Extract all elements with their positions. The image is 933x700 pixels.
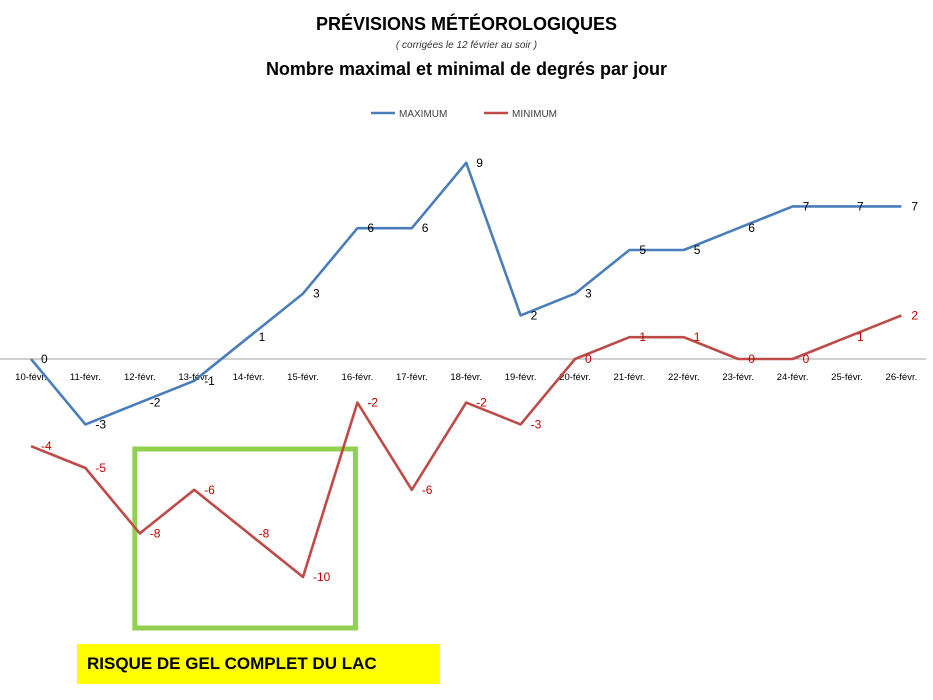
data-label: 5	[639, 243, 646, 257]
data-label: -3	[531, 417, 542, 431]
x-tick-label: 18-févr.	[450, 372, 482, 383]
data-label: -1	[204, 374, 215, 388]
x-tick-label: 24-févr.	[777, 372, 809, 383]
data-label: 6	[367, 221, 374, 235]
data-label: 7	[857, 199, 864, 213]
data-label: 2	[911, 308, 918, 322]
x-tick-label: 16-févr.	[342, 372, 374, 383]
chart-title: PRÉVISIONS MÉTÉOROLOGIQUES	[315, 14, 618, 34]
data-label: -2	[150, 396, 161, 410]
x-tick-label: 11-févr.	[70, 372, 101, 383]
data-label: 0	[748, 352, 755, 366]
legend-label: MAXIMUM	[399, 109, 447, 120]
data-label: 6	[422, 221, 429, 235]
data-label: 7	[911, 199, 918, 213]
x-tick-label: 25-févr.	[831, 372, 863, 383]
data-label: 0	[41, 352, 48, 366]
x-tick-label: 14-févr.	[233, 372, 265, 383]
x-tick-label: 19-févr.	[505, 372, 537, 383]
data-label: -6	[204, 483, 215, 497]
data-label: -4	[41, 439, 52, 453]
data-label: -2	[476, 396, 487, 410]
data-label: 1	[694, 330, 701, 344]
data-label: 0	[803, 352, 810, 366]
x-tick-label: 13-févr.	[178, 372, 210, 383]
data-label: -2	[367, 396, 378, 410]
data-label: 1	[857, 330, 864, 344]
legend-label: MINIMUM	[512, 109, 557, 120]
x-tick-label: 12-févr.	[124, 372, 156, 383]
x-tick-label: 10-févr.	[15, 372, 47, 383]
data-label: -3	[95, 417, 106, 431]
data-label: 1	[639, 330, 646, 344]
highlight-box	[132, 446, 358, 631]
x-tick-label: 20-févr.	[559, 372, 591, 383]
chart-subtitle: Nombre maximal et minimal de degrés par …	[265, 59, 668, 79]
frost-warning-banner: RISQUE DE GEL COMPLET DU LAC	[77, 644, 440, 684]
data-label: -8	[259, 526, 270, 540]
data-label: 3	[313, 287, 320, 301]
data-label: 0	[585, 352, 592, 366]
x-tick-label: 23-févr.	[722, 372, 754, 383]
data-label: -6	[422, 483, 433, 497]
x-tick-label: 26-févr.	[886, 372, 918, 383]
x-tick-label: 15-févr.	[287, 372, 319, 383]
data-label: 9	[476, 156, 483, 170]
series-line-minimum	[30, 314, 902, 579]
data-label: -5	[95, 461, 106, 475]
x-tick-label: 17-févr.	[396, 372, 428, 383]
data-label: -10	[313, 570, 331, 584]
chart-note: ( corrigées le 12 février au soir )	[395, 40, 538, 51]
series-line-maximum	[30, 161, 902, 426]
data-label: 7	[803, 199, 810, 213]
data-label: 1	[259, 330, 266, 344]
data-label: -8	[150, 526, 161, 540]
data-label: 2	[531, 308, 538, 322]
data-label: 3	[585, 287, 592, 301]
x-tick-label: 21-févr.	[614, 372, 646, 383]
data-label: 5	[694, 243, 701, 257]
data-label: 6	[748, 221, 755, 235]
x-tick-label: 22-févr.	[668, 372, 700, 383]
